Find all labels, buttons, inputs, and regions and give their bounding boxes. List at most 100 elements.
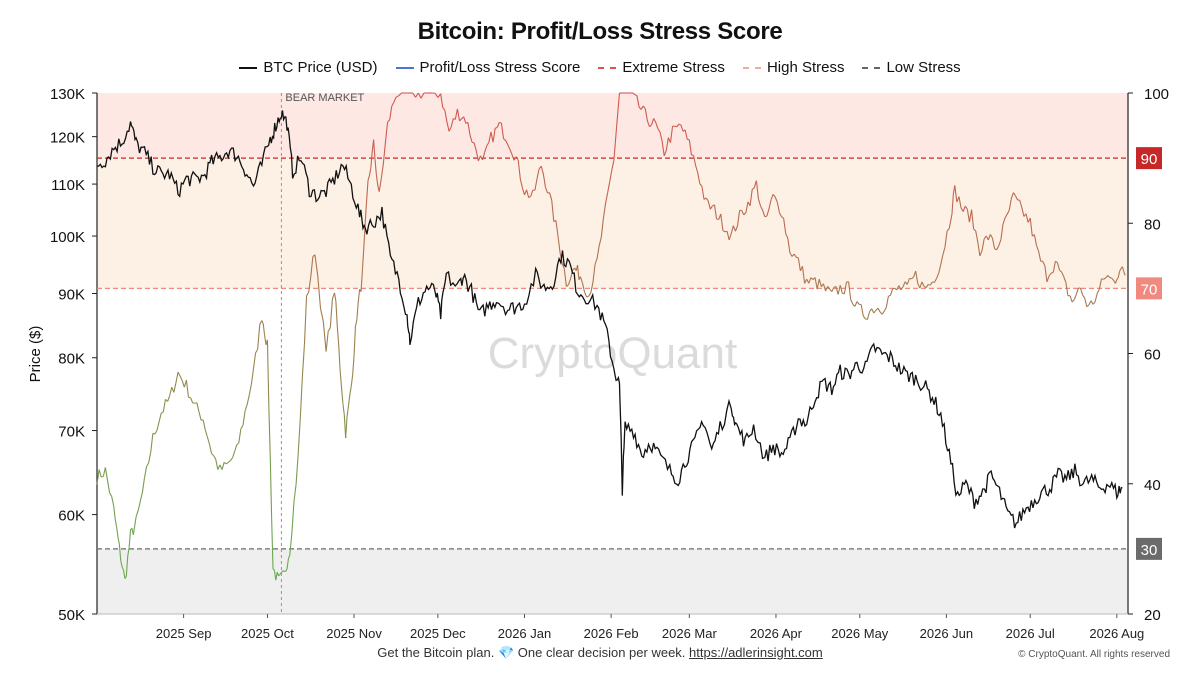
stress-score-segment <box>198 411 202 421</box>
stress-score-segment <box>412 92 416 98</box>
stress-score-segment <box>669 126 674 143</box>
stress-score-segment <box>357 289 361 303</box>
x-tick-label: 2025 Oct <box>241 626 294 641</box>
stress-score-segment <box>240 425 244 429</box>
stress-score-segment <box>279 572 282 575</box>
stress-score-segment <box>678 123 682 126</box>
stress-score-segment <box>680 124 684 132</box>
stress-score-segment <box>221 462 225 470</box>
stress-score-segment <box>223 461 227 465</box>
stress-score-segment <box>936 273 940 279</box>
stress-score-segment <box>101 475 104 478</box>
stress-score-segment <box>1109 277 1113 279</box>
stress-score-segment <box>269 455 273 519</box>
stress-score-segment <box>607 181 611 193</box>
stress-score-segment <box>215 459 219 470</box>
stress-score-segment <box>684 129 688 140</box>
stress-score-segment <box>919 281 923 289</box>
bear-market-label: BEAR MARKET <box>285 92 364 104</box>
stress-score-segment <box>701 186 705 200</box>
stress-score-segment <box>860 304 864 317</box>
stress-score-segment <box>1119 268 1122 272</box>
stress-score-segment <box>499 121 502 124</box>
legend-label: Profit/Loss Stress Score <box>419 59 581 76</box>
stress-score-segment <box>289 533 293 556</box>
stress-score-segment <box>609 170 613 182</box>
stress-score-segment <box>751 187 755 190</box>
stress-score-segment <box>202 419 206 430</box>
stress-score-segment <box>354 319 358 327</box>
stress-score-segment <box>1098 278 1102 290</box>
stress-score-segment <box>308 277 312 293</box>
stress-score-segment <box>488 131 492 143</box>
stress-score-segment <box>866 311 871 320</box>
stress-score-segment <box>234 444 238 452</box>
stress-score-segment <box>368 168 372 176</box>
stress-score-segment <box>616 109 619 126</box>
stress-score-segment <box>540 165 544 175</box>
stress-score-segment <box>557 236 561 254</box>
stress-score-segment <box>776 202 780 213</box>
stress-score-segment <box>814 277 818 290</box>
stress-score-segment <box>720 213 724 231</box>
threshold-badge-label-90: 90 <box>1141 151 1158 168</box>
stress-score-segment <box>1071 299 1075 303</box>
x-tick-label: 2026 Jul <box>1006 626 1055 641</box>
stress-score-segment <box>736 210 741 226</box>
stress-score-segment <box>542 173 546 188</box>
stress-score-segment <box>653 118 657 123</box>
stress-score-segment <box>287 554 291 560</box>
stress-score-segment <box>586 295 589 298</box>
threshold-badge-90 <box>1136 147 1162 170</box>
threshold-badge-70 <box>1136 277 1162 300</box>
stress-score-segment <box>336 326 340 345</box>
stress-score-segment <box>534 178 538 191</box>
stress-score-segment <box>353 326 356 356</box>
stress-score-segment <box>442 107 446 111</box>
stress-score-segment <box>143 466 148 478</box>
stress-score-segment <box>1069 295 1073 303</box>
stress-score-segment <box>1050 271 1054 274</box>
stress-score-segment <box>614 125 618 144</box>
stress-score-segment <box>1114 279 1118 284</box>
stress-score-segment <box>632 92 636 96</box>
stress-score-segment <box>469 134 473 143</box>
y-tick-label: 70K <box>58 424 85 441</box>
y2-tick-label: 40 <box>1144 477 1161 494</box>
stress-score-segment <box>699 183 703 187</box>
stress-score-segment <box>280 570 284 573</box>
stress-score-segment <box>486 142 490 147</box>
y-tick-label: 80K <box>58 351 85 368</box>
stress-score-segment <box>551 200 555 222</box>
stress-score-segment <box>208 444 213 454</box>
footer-link[interactable]: https://adlerinsight.com <box>689 645 823 660</box>
legend-item: Low Stress <box>862 59 961 76</box>
stress-score-segment <box>125 555 129 577</box>
stress-score-segment <box>695 165 699 173</box>
stress-score-segment <box>301 344 306 377</box>
stress-score-segment <box>741 210 745 216</box>
stress-score-segment <box>1019 200 1023 208</box>
legend-item: Extreme Stress <box>598 59 725 76</box>
stress-score-segment <box>856 301 860 305</box>
threshold-badge-label-30: 30 <box>1141 542 1158 559</box>
stress-score-segment <box>507 144 511 150</box>
stress-score-segment <box>505 140 509 145</box>
copyright: © CryptoQuant. All rights reserved <box>1018 649 1170 660</box>
stress-score-segment <box>1090 300 1094 305</box>
stress-score-segment <box>496 122 500 128</box>
stress-score-segment <box>250 368 255 385</box>
stress-score-segment <box>888 294 891 297</box>
stress-score-segment <box>319 308 324 322</box>
stress-score-segment <box>590 282 594 293</box>
stress-score-segment <box>902 281 906 287</box>
stress-score-segment <box>822 283 827 292</box>
stress-score-segment <box>204 429 208 438</box>
stress-score-segment <box>329 298 333 328</box>
stress-score-segment <box>463 116 467 124</box>
stress-score-segment <box>275 572 278 581</box>
stress-score-segment <box>1038 251 1042 262</box>
stress-score-segment <box>898 285 902 291</box>
stress-score-segment <box>225 461 229 465</box>
stress-score-segment <box>338 344 341 370</box>
